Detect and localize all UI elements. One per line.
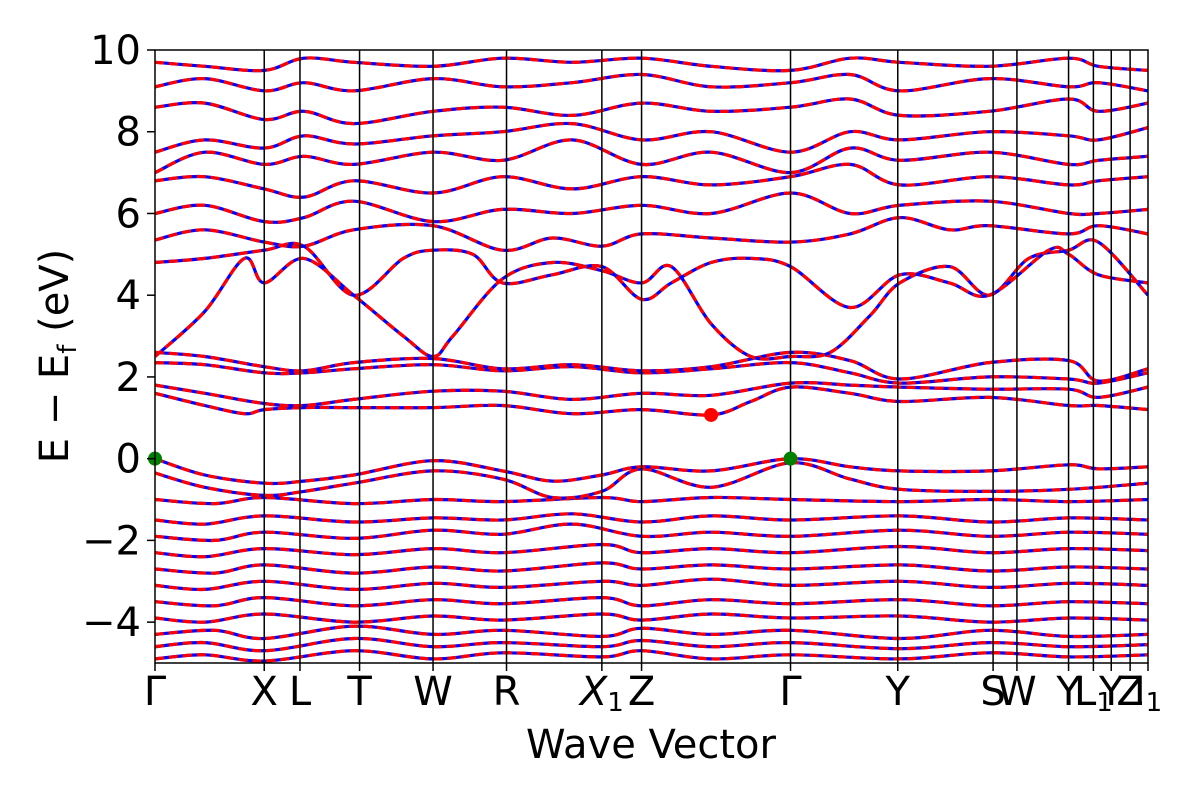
- y-tick-label: 0: [116, 437, 141, 483]
- x-tick-label-main: X: [578, 669, 609, 715]
- high-symmetry-lines: [263, 50, 1131, 663]
- y-tick-label: 4: [116, 273, 141, 319]
- x-tick-label-main: L: [1074, 669, 1097, 715]
- x-tick-label: R: [493, 669, 521, 715]
- band-line-blue: [155, 495, 1148, 506]
- x-tick-label: Γ: [779, 669, 802, 715]
- x-tick-label: L: [289, 669, 312, 715]
- x-tick-label: S: [980, 669, 1005, 715]
- vbm-marker: [783, 451, 798, 466]
- band-line-red: [155, 636, 1148, 653]
- y-tick-label: −4: [82, 600, 141, 646]
- y-axis-title-sub: f: [53, 344, 83, 354]
- y-axis-title-tail: (eV): [32, 249, 78, 345]
- y-tick-label: 10: [90, 28, 141, 74]
- x-tick-label-main: I: [1134, 669, 1146, 715]
- x-tick-label: Γ: [144, 669, 167, 715]
- x-tick-label-sub: 1: [607, 688, 624, 718]
- x-tick-label: X: [251, 669, 278, 715]
- band-line-red: [155, 649, 1148, 663]
- band-line-red: [155, 512, 1148, 526]
- x-tick-label: I1: [1134, 669, 1162, 718]
- y-axis-title: E − Ef (eV): [32, 249, 83, 464]
- x-tick-label: W: [413, 669, 453, 715]
- band-line-red: [155, 577, 1148, 592]
- x-tick-label: Y: [1055, 669, 1081, 715]
- y-tick-label: 8: [116, 110, 141, 156]
- x-tick-label: L1: [1074, 669, 1113, 718]
- plot-frame: [154, 49, 1149, 664]
- band-line-red: [155, 561, 1148, 575]
- x-axis-title: Wave Vector: [526, 722, 777, 768]
- band-line-red: [155, 612, 1148, 624]
- x-tick-label: W: [997, 669, 1037, 715]
- band-line-red: [155, 215, 1148, 252]
- band-line-red: [155, 624, 1148, 641]
- band-line-red: [155, 138, 1148, 175]
- band-line-red: [155, 121, 1148, 154]
- band-line-red: [155, 241, 1148, 310]
- x-tick-label-sub: 1: [1096, 688, 1113, 718]
- band-line-red: [155, 542, 1148, 559]
- x-tick-label: Y: [1098, 669, 1124, 715]
- x-tick-label: X1: [578, 669, 624, 718]
- extrema-markers: [148, 407, 798, 466]
- y-tick-label: −2: [82, 518, 141, 564]
- cbm-marker: [704, 407, 719, 422]
- x-tick-label: T: [346, 669, 372, 715]
- y-axis-title-main: E − E: [32, 354, 78, 464]
- y-tick-label: 2: [116, 355, 141, 401]
- y-axis: −4 −2 0 2 4 6 8 10: [82, 28, 155, 646]
- x-tick-label-sub: 1: [1146, 688, 1163, 718]
- band-line-red: [155, 595, 1148, 608]
- x-tick-label: Y: [885, 669, 911, 715]
- y-tick-label: 6: [116, 191, 141, 237]
- band-line-red: [155, 457, 1148, 486]
- x-tick-label: Z: [1116, 669, 1143, 715]
- x-tick-label: Z: [628, 669, 655, 715]
- band-line-red: [155, 522, 1148, 543]
